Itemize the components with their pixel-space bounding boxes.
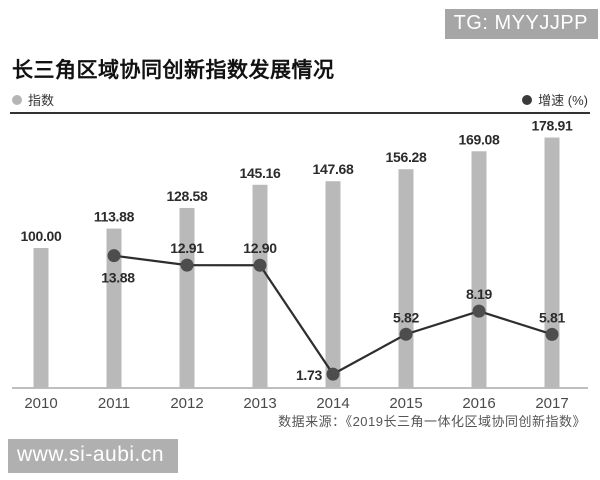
growth-value-label: 1.73 xyxy=(296,367,323,383)
index-bar xyxy=(471,151,487,388)
growth-point xyxy=(180,258,194,272)
year-label: 2014 xyxy=(316,395,349,412)
bar-value-label: 145.16 xyxy=(239,165,281,181)
growth-value-label: 5.81 xyxy=(539,309,566,325)
watermark: www.si-aubi.cn xyxy=(8,439,179,473)
growth-value-label: 12.90 xyxy=(243,240,277,256)
separator-line xyxy=(10,112,590,114)
growth-value-label: 8.19 xyxy=(466,286,493,302)
bar-value-label: 128.58 xyxy=(166,188,208,204)
index-bar xyxy=(325,181,341,388)
legend-item-growth: 增速 (%) xyxy=(522,90,588,109)
growth-value-label: 5.82 xyxy=(393,309,420,325)
year-label: 2013 xyxy=(243,395,276,412)
bar-value-label: 100.00 xyxy=(20,228,62,244)
channel-badge: TG: MYYJJPP xyxy=(444,9,598,39)
year-label: 2010 xyxy=(24,395,57,412)
bar-value-label: 178.91 xyxy=(531,118,573,134)
chart-title: 长三角区域协同创新指数发展情况 xyxy=(12,59,335,82)
index-legend-dot-icon xyxy=(12,94,22,105)
growth-point xyxy=(107,249,121,263)
bar-value-label: 156.28 xyxy=(385,149,427,165)
growth-point xyxy=(545,327,559,341)
growth-point xyxy=(253,258,267,272)
growth-point xyxy=(326,367,340,381)
bar-value-label: 147.68 xyxy=(312,161,354,177)
legend-index-label: 指数 xyxy=(28,93,55,108)
index-bar xyxy=(179,207,195,388)
year-label: 2011 xyxy=(98,395,130,412)
year-label: 2015 xyxy=(389,395,422,412)
bar-value-label: 169.08 xyxy=(458,131,500,147)
index-bar xyxy=(106,228,122,388)
data-source: 数据来源：《2019长三角一体化区域协同创新指数》 xyxy=(278,414,586,429)
index-bar xyxy=(398,169,414,388)
legend-growth-label: 增速 (%) xyxy=(538,93,588,108)
year-label: 2016 xyxy=(462,395,495,412)
growth-legend-dot-icon xyxy=(522,94,533,105)
growth-value-label: 12.91 xyxy=(170,240,204,256)
growth-point xyxy=(472,304,486,318)
year-label: 2012 xyxy=(170,395,203,412)
index-bar xyxy=(252,184,268,388)
index-bar xyxy=(33,248,49,388)
growth-point xyxy=(399,327,413,341)
legend-item-index: 指数 xyxy=(12,90,54,109)
year-label: 2017 xyxy=(535,395,568,412)
chart-legend: 指数 增速 (%) xyxy=(12,90,588,109)
index-bar xyxy=(544,137,560,388)
bar-value-label: 113.88 xyxy=(94,209,135,225)
growth-value-label: 13.88 xyxy=(101,270,135,286)
